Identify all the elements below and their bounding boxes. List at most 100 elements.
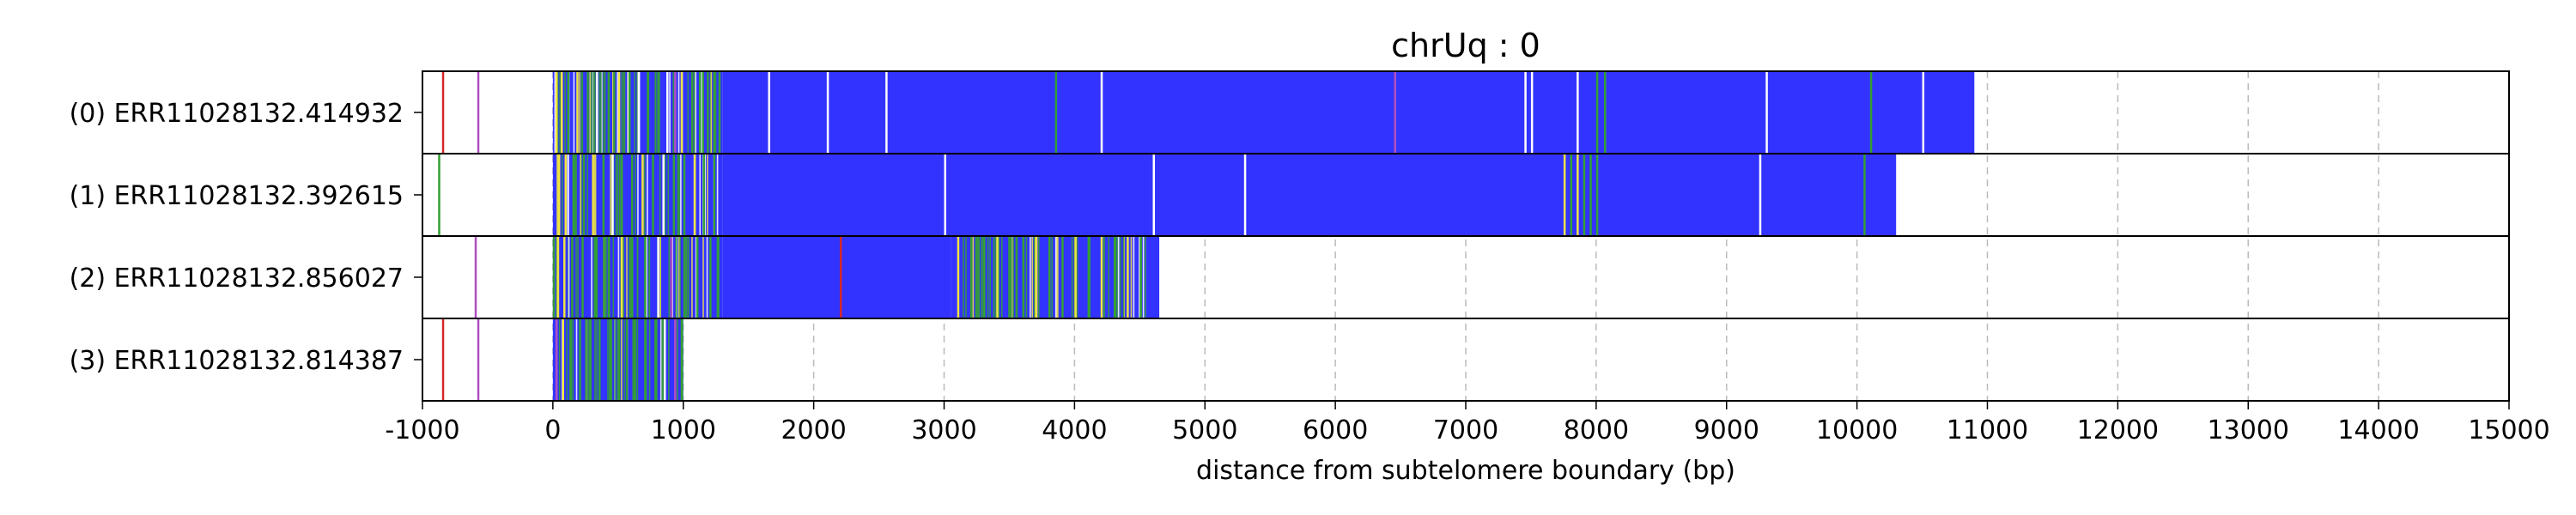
x-tick-label: 0 xyxy=(544,415,561,445)
texture-stripe xyxy=(567,154,569,236)
texture-stripe xyxy=(601,71,603,154)
row-label: (0) ERR11028132.414932 xyxy=(70,99,404,129)
texture-stripe xyxy=(556,236,558,318)
read-mark xyxy=(617,318,621,401)
read-mark xyxy=(1577,71,1579,154)
texture-stripe xyxy=(617,154,619,236)
texture-stripe xyxy=(623,71,624,154)
texture-stripe xyxy=(1116,236,1119,318)
read-mark xyxy=(581,236,584,318)
chart-title: chrUq : 0 xyxy=(1391,27,1540,64)
texture-stripe xyxy=(695,71,697,154)
texture-stripe xyxy=(626,236,628,318)
texture-stripe xyxy=(581,71,584,154)
read-mark xyxy=(576,71,579,154)
read-mark xyxy=(1022,236,1025,318)
read-mark xyxy=(1759,154,1762,236)
read-mark xyxy=(595,71,598,154)
texture-stripe xyxy=(668,236,671,318)
texture-stripe xyxy=(623,71,626,154)
texture-stripe xyxy=(710,71,713,154)
x-axis: -1000 0 1000 2000 3000 4000 5000 6000 7000 8000 90… xyxy=(385,401,2550,445)
texture-stripe xyxy=(1139,236,1140,318)
texture-stripe xyxy=(614,318,616,401)
read-mark xyxy=(674,318,677,401)
texture-stripe xyxy=(575,154,577,236)
read-mark xyxy=(1009,236,1012,318)
texture-stripe xyxy=(594,71,596,154)
read-mark xyxy=(1100,236,1103,318)
texture-stripe xyxy=(586,318,588,401)
texture-stripe xyxy=(661,318,663,401)
x-tick-label: 5000 xyxy=(1172,415,1237,445)
texture-stripe xyxy=(592,71,595,154)
texture-stripe xyxy=(977,236,980,318)
read-mark xyxy=(1863,154,1866,236)
texture-stripe xyxy=(600,71,602,154)
texture-stripe xyxy=(1108,236,1110,318)
texture-stripe xyxy=(685,236,687,318)
texture-stripe xyxy=(579,71,580,154)
x-tick-label: 12000 xyxy=(2077,415,2159,445)
texture-stripe xyxy=(635,154,636,236)
texture-stripe xyxy=(706,236,708,318)
texture-stripe xyxy=(623,236,624,318)
read-mark xyxy=(1922,71,1925,154)
texture-stripe xyxy=(702,71,704,154)
texture-stripe xyxy=(668,318,670,401)
x-tick-label: 11000 xyxy=(1947,415,2028,445)
texture-stripe xyxy=(627,71,629,154)
read-mark xyxy=(1087,236,1091,318)
texture-stripe xyxy=(1025,236,1028,318)
texture-stripe xyxy=(575,318,578,401)
texture-stripe xyxy=(1016,236,1018,318)
texture-stripe xyxy=(695,236,697,318)
texture-stripe xyxy=(636,236,639,318)
texture-stripe xyxy=(559,71,561,154)
read-row: (0) ERR11028132.414932 xyxy=(70,70,2510,154)
texture-stripe xyxy=(591,71,592,154)
read-mark xyxy=(607,71,611,154)
x-tick-label: 14000 xyxy=(2337,415,2419,445)
read-mark xyxy=(1563,154,1566,236)
texture-stripe xyxy=(634,71,635,154)
texture-stripe xyxy=(981,236,983,318)
read-mark xyxy=(572,154,575,236)
read-mark xyxy=(674,71,677,154)
read-mark xyxy=(1524,71,1527,154)
x-tick-label: 8000 xyxy=(1564,415,1629,445)
texture-stripe xyxy=(679,236,681,318)
texture-stripe xyxy=(611,318,613,401)
read-mark xyxy=(647,71,649,154)
texture-stripe xyxy=(662,318,665,401)
texture-stripe xyxy=(701,71,702,154)
texture-stripe xyxy=(1130,236,1133,318)
read-mark xyxy=(672,154,676,236)
read-mark xyxy=(698,71,702,154)
read-mark xyxy=(768,71,770,154)
texture-stripe xyxy=(592,71,594,154)
x-axis-label: distance from subtelomere boundary (bp) xyxy=(1196,456,1735,486)
read-mark xyxy=(562,318,565,401)
texture-stripe xyxy=(577,236,579,318)
read-mark xyxy=(631,154,634,236)
read-mark xyxy=(1139,236,1142,318)
texture-stripe xyxy=(575,236,577,318)
read-mark xyxy=(1577,154,1579,236)
texture-stripe xyxy=(677,318,678,401)
texture-stripe xyxy=(604,71,606,154)
read-mark xyxy=(713,71,716,154)
read-mark xyxy=(683,154,686,236)
read-mark xyxy=(662,154,665,236)
texture-stripe xyxy=(558,318,561,401)
texture-stripe xyxy=(994,236,997,318)
read-mark xyxy=(654,318,657,401)
texture-stripe xyxy=(585,318,586,401)
read-mark xyxy=(702,154,706,236)
read-mark xyxy=(1595,154,1599,236)
read-mark xyxy=(709,236,712,318)
read-mark xyxy=(441,318,445,401)
texture-stripe xyxy=(1030,236,1031,318)
texture-stripe xyxy=(646,236,647,318)
